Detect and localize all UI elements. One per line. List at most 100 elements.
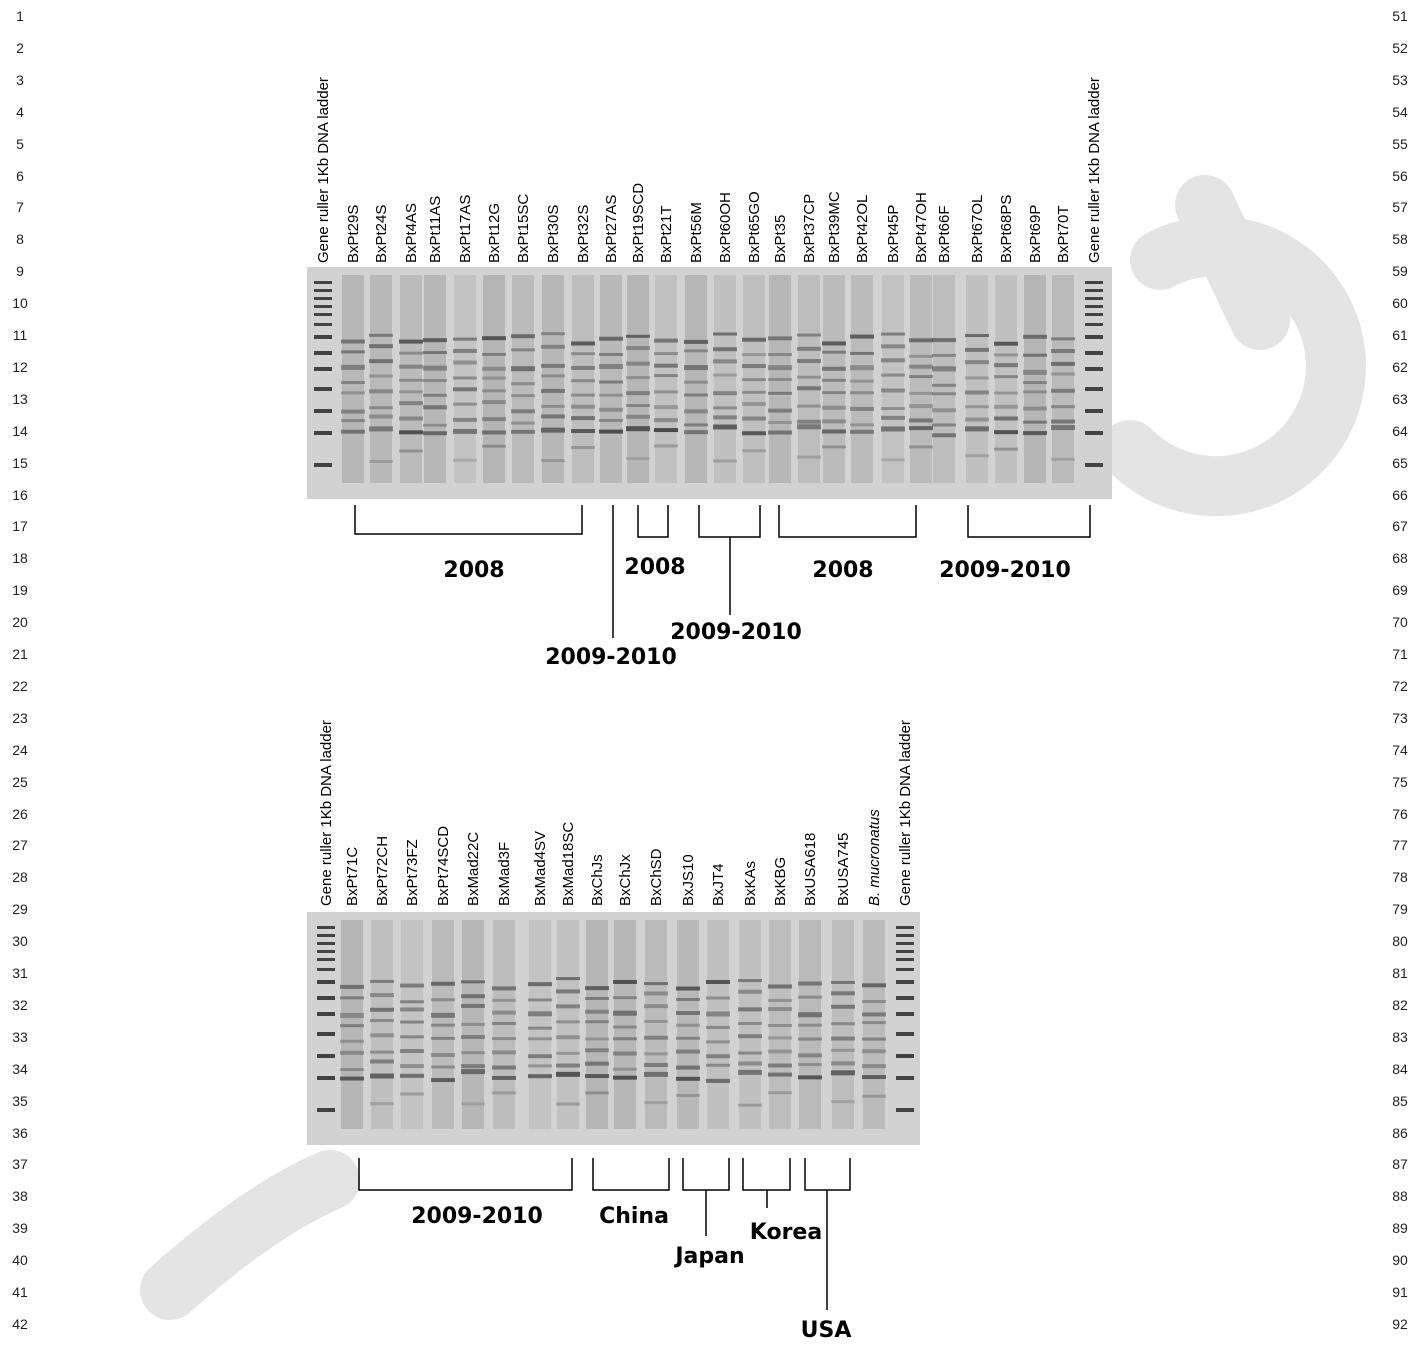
sample-lane [965,275,989,483]
sample-lane [556,920,580,1129]
line-number: 7 [16,199,24,216]
ladder-lane [317,926,335,1112]
line-number: 3 [16,71,24,88]
line-number: 28 [12,869,28,886]
line-number: 41 [12,1284,28,1300]
line-number: 92 [1392,1315,1408,1332]
bracket-top-2008-a [354,505,583,535]
line-number: 86 [1392,1124,1408,1141]
line-number: 14 [12,422,28,439]
sample-lane [599,275,623,483]
sample-lane [453,275,477,483]
bracket-top-2008-b [637,505,669,538]
group-label-top-2009-2010-c: 2009-2010 [939,558,1071,583]
sample-lane [742,275,766,483]
group-label-top-2008-a: 2008 [443,558,505,583]
sample-lane [684,275,708,483]
line-number: 64 [1392,422,1408,439]
ladder-lane [314,281,332,467]
sample-lane [676,920,700,1129]
line-number: 83 [1392,1028,1408,1045]
line-number: 68 [1392,550,1408,567]
sample-lane [1023,275,1047,483]
ladder-lane [1085,281,1103,467]
bracket-top-2008-c [778,505,917,538]
sample-lane [423,275,447,483]
line-number: 75 [1392,773,1408,790]
line-number: 52 [1392,39,1408,56]
sample-lane [613,920,637,1129]
group-label-bottom-usa: USA [800,1318,852,1343]
bracket-bottom-2009-2010 [358,1158,573,1191]
sample-lane [528,920,552,1129]
sample-lane [370,920,394,1129]
bracket-top-2009-2010-c [967,505,1091,538]
sample-lane [571,275,595,483]
sample-lane [626,275,650,483]
sample-lane [654,275,678,483]
line-number: 65 [1392,454,1408,471]
sample-lane [881,275,905,483]
line-number: 15 [12,454,28,471]
line-number: 8 [16,231,24,248]
line-number: 26 [12,805,28,822]
line-number: 18 [12,550,28,567]
line-number: 10 [12,295,28,312]
line-number: 78 [1392,869,1408,886]
bracket-bottom-usa [804,1158,851,1310]
line-number: 71 [1392,646,1408,662]
line-number: 90 [1392,1252,1408,1269]
line-number: 63 [1392,390,1408,407]
line-number: 69 [1392,582,1408,599]
line-number: 62 [1392,358,1408,375]
sample-lane [482,275,506,483]
sample-lane [399,275,423,483]
line-number: 6 [16,167,24,184]
line-number: 73 [1392,709,1408,726]
line-number: 21 [12,646,28,662]
line-number: 32 [12,996,28,1013]
sample-lane [797,275,821,483]
line-number: 84 [1392,1060,1408,1077]
sample-lane [768,275,792,483]
sample-lane [585,920,609,1129]
group-label-bottom-japan: Japan [675,1244,745,1269]
sample-lane [340,920,364,1129]
line-number: 61 [1392,327,1408,343]
line-number: 80 [1392,933,1408,950]
line-number: 74 [1392,741,1408,758]
group-label-top-2009-2010-a: 2009-2010 [545,645,677,670]
sample-lane [932,275,956,483]
line-number: 17 [12,518,28,535]
sample-lane [511,275,535,483]
group-label-top-2008-b: 2008 [624,555,686,580]
line-number: 40 [12,1252,28,1269]
line-number: 36 [12,1124,28,1141]
line-number: 34 [12,1060,28,1077]
line-number: 67 [1392,518,1408,535]
sample-lane [644,920,668,1129]
sample-lane [492,920,516,1129]
line-number: 55 [1392,135,1408,152]
line-number: 31 [12,965,28,981]
line-number: 16 [12,486,28,503]
sample-lane [706,920,730,1129]
sample-lane [909,275,933,483]
sample-lane [400,920,424,1129]
sample-lane [831,920,855,1129]
line-number: 1 [16,8,24,24]
line-number: 60 [1392,295,1408,312]
line-number: 33 [12,1028,28,1045]
sample-lane [862,920,886,1129]
sample-lane [768,920,792,1129]
line-number: 72 [1392,677,1408,694]
line-number: 70 [1392,614,1408,631]
line-number: 54 [1392,103,1408,120]
line-number: 87 [1392,1156,1408,1173]
line-number: 77 [1392,837,1408,854]
line-number: 51 [1392,8,1408,24]
bottom-gel-image [307,912,920,1145]
line-number: 4 [16,103,24,120]
